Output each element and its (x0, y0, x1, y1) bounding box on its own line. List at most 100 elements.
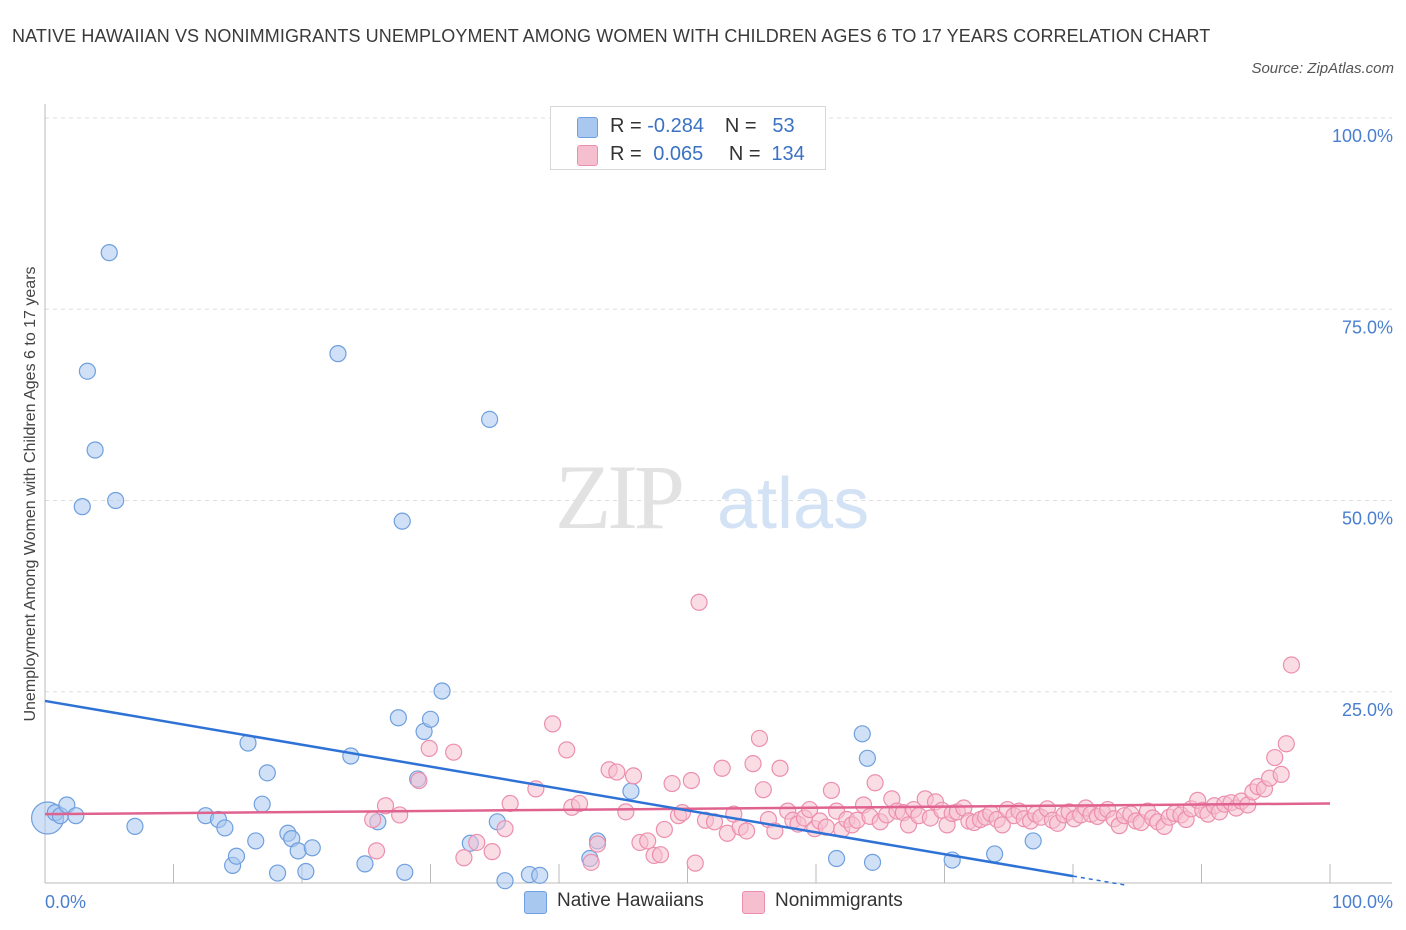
native-hawaiians-point (73, 498, 91, 516)
gridlines (45, 117, 1392, 693)
nonimmigrants-point (639, 832, 657, 850)
x-tick-labels: 0.0% 100.0% (45, 892, 1393, 912)
nonimmigrants-point (754, 781, 772, 799)
nonimmigrants-point (483, 843, 501, 861)
y-axis-label: Unemployment Among Women with Children A… (22, 266, 39, 721)
native-hawaiians-point (67, 807, 85, 825)
native-hawaiians-point (268, 864, 287, 882)
nonimmigrants-point (391, 806, 409, 824)
nonimmigrants-point (655, 820, 673, 839)
trend-lines (44, 699, 1331, 886)
legend-label-nonimmigrants: Nonimmigrants (775, 890, 903, 911)
nonimmigrants-point (420, 739, 438, 757)
native-hawaiians-point (496, 872, 514, 890)
native-hawaiians-point (247, 832, 265, 850)
watermark-atlas: atlas (717, 464, 869, 544)
native-hawaiians-point (100, 244, 118, 262)
native-hawaiians-point (986, 845, 1004, 863)
legend-r-label: R = (610, 143, 642, 165)
native-hawaiians-point (858, 749, 877, 767)
nonimmigrants-point (663, 774, 681, 793)
nonimmigrants-point (993, 816, 1011, 834)
chart-title: NATIVE HAWAIIAN VS NONIMMIGRANTS UNEMPLO… (12, 26, 1211, 46)
x-tick-label: 100.0% (1332, 892, 1393, 912)
nonimmigrants-point (1266, 748, 1284, 767)
native-hawaiians-point (433, 682, 451, 700)
native-hawaiians-point (253, 795, 271, 813)
native-hawaiians-point (531, 866, 549, 884)
nonimmigrants-point (468, 833, 486, 852)
nonimmigrants-point (496, 820, 514, 838)
watermark-zip: ZIP (555, 446, 682, 548)
native-hawaiians-point (78, 362, 97, 380)
native-hawaiians-point (481, 410, 499, 429)
native-hawaiians-point (622, 782, 640, 800)
native-hawaiians-point (393, 512, 411, 530)
native-hawaiians-point (421, 710, 440, 728)
nonimmigrants-point (673, 804, 691, 822)
nonimmigrants-point (624, 767, 643, 785)
native-hawaiians-point (396, 863, 414, 881)
nonimmigrants-point (651, 846, 670, 864)
nonimmigrants-point (455, 849, 473, 867)
series-native-hawaiians (30, 244, 1042, 890)
y-tick-label: 50.0% (1342, 509, 1393, 529)
y-tick-label: 75.0% (1342, 317, 1393, 337)
nonimmigrants-point (686, 854, 704, 872)
native-hawaiians-point (863, 853, 882, 871)
nonimmigrants-point (364, 810, 382, 829)
legend-r-label: R = (610, 115, 642, 137)
correlation-legend: R = -0.284 N = 53 R = 0.065 N = 134 (550, 106, 826, 170)
series-nonimmigrants (364, 593, 1301, 872)
native-hawaiians-point (342, 747, 360, 765)
legend-r-value: -0.284 (647, 115, 704, 137)
legend-swatch-blue (524, 891, 547, 914)
native-hawaiians-point (303, 839, 321, 857)
nonimmigrants-point (410, 771, 428, 790)
native-hawaiians-point (216, 819, 234, 837)
legend-n-label: N = (724, 115, 757, 137)
legend-label-native-hawaiians: Native Hawaiians (557, 890, 704, 911)
watermark: ZIP atlas (555, 446, 869, 548)
x-tick-label: 0.0% (45, 892, 86, 912)
nonimmigrants-point (1282, 656, 1301, 674)
nonimmigrants-point (367, 842, 386, 860)
y-tick-label: 25.0% (1342, 700, 1393, 720)
legend-swatch-blue (577, 117, 598, 138)
native-hawaiians-point (853, 725, 871, 743)
native-hawaiians-point (227, 847, 246, 865)
y-tick-labels: 100.0% 75.0% 50.0% 25.0% (1332, 126, 1393, 720)
legend-r-value: 0.065 (653, 143, 704, 165)
native-hawaiians-point (329, 345, 347, 363)
nonimmigrants-point (738, 822, 756, 840)
native-hawaiians-point (297, 862, 315, 881)
legend-n-value: 53 (772, 115, 795, 137)
nonimmigrants-point (866, 774, 884, 792)
nonimmigrants-point (1277, 735, 1295, 753)
nonimmigrants-point (445, 743, 463, 761)
nonimmigrants-point (543, 715, 562, 733)
nonimmigrants-point (822, 781, 841, 800)
native-hawaiians-point (356, 855, 374, 873)
nonimmigrants-point (558, 741, 576, 759)
native-hawaiians-point (126, 817, 144, 835)
native-hawaiians-point (827, 849, 846, 868)
source-label: Source: ZipAtlas.com (1251, 60, 1394, 77)
nonimmigrants-point (800, 800, 819, 819)
native-hawaiians-point (289, 842, 307, 860)
nonimmigrants-point (690, 593, 708, 611)
native-hawaiians-trend-line (44, 699, 1074, 878)
native-hawaiians-point (389, 709, 407, 727)
nonimmigrants-point (750, 729, 769, 748)
nonimmigrants-point (582, 853, 600, 871)
native-hawaiians-point (258, 764, 276, 782)
nonimmigrants-trend-line (44, 802, 1331, 816)
native-hawaiians-point (86, 441, 104, 459)
nonimmigrants-point (771, 759, 789, 777)
y-tick-label: 100.0% (1332, 126, 1393, 146)
legend-n-label: N = (728, 143, 761, 165)
nonimmigrants-point (682, 771, 700, 790)
legend-swatch-pink (577, 145, 598, 166)
nonimmigrants-point (617, 803, 635, 821)
